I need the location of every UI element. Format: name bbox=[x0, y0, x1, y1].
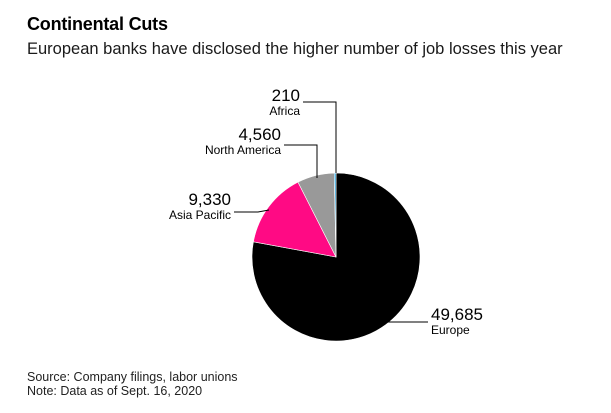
leader-line-asia-pacific bbox=[234, 209, 270, 213]
data-label-north-america-name: North America bbox=[205, 143, 281, 157]
leader-line-africa bbox=[303, 101, 337, 173]
source-note: Source: Company filings, labor unions bbox=[27, 370, 238, 384]
data-label-africa-name: Africa bbox=[269, 104, 300, 118]
chart-footer: Source: Company filings, labor unions No… bbox=[27, 370, 238, 398]
pie-slices bbox=[251, 172, 421, 342]
data-note: Note: Data as of Sept. 16, 2020 bbox=[27, 384, 203, 398]
data-label-asia-pacific-name: Asia Pacific bbox=[169, 208, 231, 222]
pie-slice-asia-pacific bbox=[253, 181, 337, 258]
chart-subtitle: European banks have disclosed the higher… bbox=[27, 40, 563, 58]
data-label-asia-pacific-value: 9,330 bbox=[188, 190, 231, 209]
leader-line-north-america bbox=[284, 144, 318, 178]
chart-title: Continental Cuts bbox=[27, 14, 168, 34]
data-label-europe-value: 49,685 bbox=[431, 305, 483, 324]
data-label-north-america-value: 4,560 bbox=[238, 125, 281, 144]
data-label-africa-value: 210 bbox=[272, 86, 300, 105]
data-label-europe-name: Europe bbox=[431, 323, 470, 337]
